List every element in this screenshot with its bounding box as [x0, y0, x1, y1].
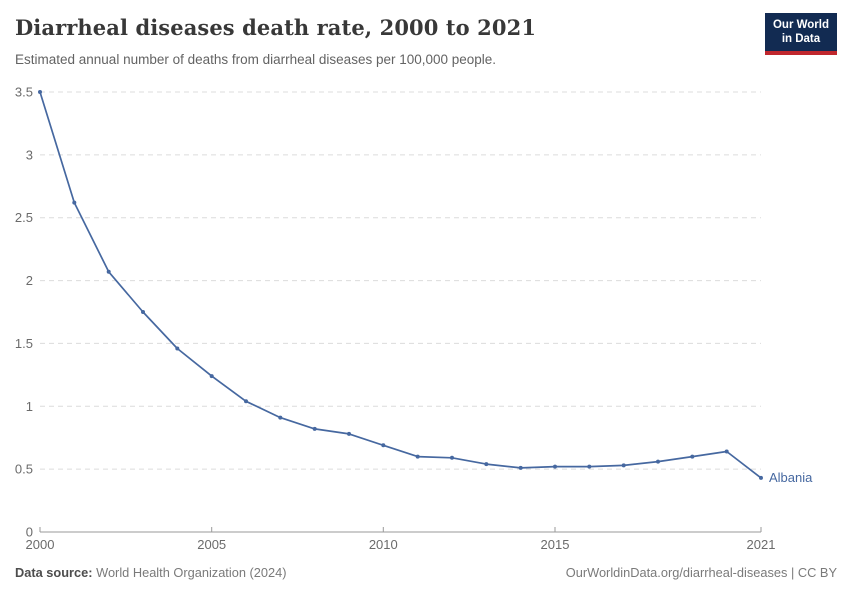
- svg-text:2000: 2000: [26, 537, 55, 552]
- svg-text:2015: 2015: [541, 537, 570, 552]
- svg-text:Albania: Albania: [769, 470, 813, 485]
- svg-text:2010: 2010: [369, 537, 398, 552]
- svg-text:0.5: 0.5: [15, 462, 33, 477]
- svg-text:2.5: 2.5: [15, 210, 33, 225]
- logo-line1: Our World: [772, 19, 829, 31]
- svg-text:3: 3: [26, 147, 33, 162]
- owid-logo[interactable]: Our World in Data: [764, 13, 837, 55]
- data-source: Data source: World Health Organization (…: [15, 565, 287, 580]
- svg-text:2021: 2021: [747, 537, 776, 552]
- logo-line2: in Data: [781, 32, 821, 45]
- svg-text:3.5: 3.5: [15, 85, 33, 100]
- chart-subtitle: Estimated annual number of deaths from d…: [15, 52, 497, 67]
- svg-text:0: 0: [26, 525, 33, 540]
- data-source-value: World Health Organization (2024): [96, 565, 287, 580]
- svg-text:1: 1: [26, 399, 33, 414]
- chart-header: Diarrheal diseases death rate, 2000 to 2…: [0, 0, 850, 67]
- svg-text:1.5: 1.5: [15, 336, 33, 351]
- data-source-label: Data source:: [15, 565, 93, 580]
- chart-footer: Data source: World Health Organization (…: [15, 565, 837, 580]
- title-block: Diarrheal diseases death rate, 2000 to 2…: [15, 13, 536, 67]
- svg-text:2005: 2005: [197, 537, 226, 552]
- page-title: Diarrheal diseases death rate, 2000 to 2…: [15, 15, 537, 40]
- credit-link[interactable]: OurWorldinData.org/diarrheal-diseases | …: [565, 565, 837, 580]
- svg-text:2: 2: [26, 273, 33, 288]
